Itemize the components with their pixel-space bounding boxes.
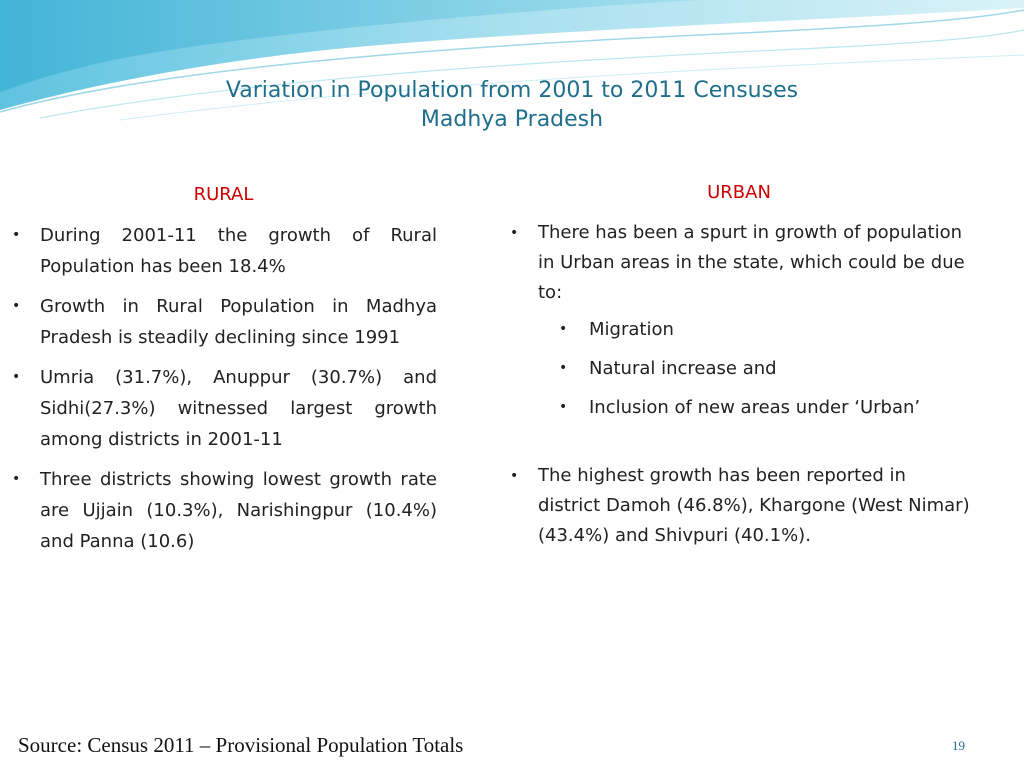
source-note: Source: Census 2011 – Provisional Popula… — [18, 733, 464, 757]
urban-bullet-list: There has been a spurt in growth of popu… — [508, 218, 970, 551]
rural-bullet: Three districts showing lowest growth ra… — [10, 464, 437, 557]
header-wave-decoration — [0, 0, 1024, 121]
urban-sub-bullet: Natural increase and — [538, 353, 970, 384]
rural-heading: RURAL — [193, 184, 254, 205]
rural-bullet: Growth in Rural Population in Madhya Pra… — [10, 291, 437, 353]
rural-column: RURAL During 2001-11 the growth of Rural… — [10, 180, 437, 566]
urban-sub-bullet-list: Migration Natural increase and Inclusion… — [538, 314, 970, 423]
slide-title-line1: Variation in Population from 2001 to 201… — [225, 78, 799, 103]
urban-column: URBAN There has been a spurt in growth o… — [508, 180, 970, 558]
rural-bullet: During 2001-11 the growth of Rural Popul… — [10, 220, 437, 282]
urban-bullet: The highest growth has been reported in … — [508, 461, 970, 551]
slide-title: Variation in Population from 2001 to 201… — [0, 76, 1024, 134]
urban-sub-bullet: Inclusion of new areas under ‘Urban’ — [538, 392, 970, 423]
urban-bullet: There has been a spurt in growth of popu… — [508, 218, 970, 423]
rural-bullet: Umria (31.7%), Anuppur (30.7%) and Sidhi… — [10, 362, 437, 455]
slide-title-line2: Madhya Pradesh — [420, 107, 604, 132]
urban-heading: URBAN — [707, 182, 771, 203]
list-spacer — [508, 431, 970, 461]
rural-bullet-list: During 2001-11 the growth of Rural Popul… — [10, 220, 437, 557]
urban-bullet-text: There has been a spurt in growth of popu… — [538, 222, 965, 303]
urban-sub-bullet: Migration — [538, 314, 970, 345]
page-number: 19 — [952, 738, 965, 753]
